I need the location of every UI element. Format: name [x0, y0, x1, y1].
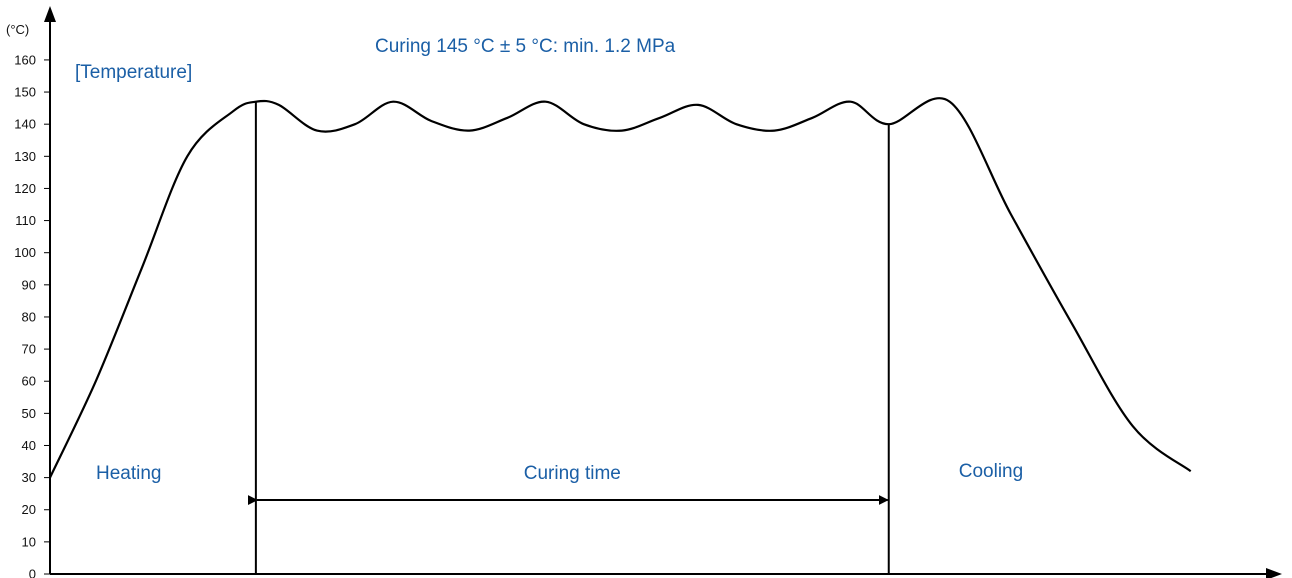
y-tick-label: 70 — [22, 342, 36, 357]
y-tick-label: 20 — [22, 502, 36, 517]
y-tick-label: 140 — [14, 117, 36, 132]
y-tick-label: 40 — [22, 438, 36, 453]
y-tick-label: 100 — [14, 245, 36, 260]
y-axis-ticks: 0 10 20 30 40 50 60 70 80 90 100 110 120 130 140 150 160 — [14, 52, 50, 578]
y-tick-label: 120 — [14, 181, 36, 196]
temperature-curve — [49, 97, 1192, 479]
y-tick-label: 0 — [29, 567, 36, 578]
y-tick-label: 160 — [14, 52, 36, 67]
y-tick-label: 110 — [15, 213, 36, 228]
y-axis-unit: (°C) — [6, 22, 29, 37]
y-tick-label: 130 — [14, 149, 36, 164]
y-tick-label: 10 — [22, 534, 36, 549]
y-tick-label: 80 — [22, 309, 36, 324]
y-tick-label: 50 — [22, 406, 36, 421]
x-axis-arrow-icon — [1266, 568, 1282, 578]
phase-label-curing-time: Curing time — [524, 463, 621, 484]
y-axis-arrow-icon — [44, 6, 56, 22]
y-tick-label: 150 — [14, 85, 36, 100]
y-tick-label: 90 — [22, 277, 36, 292]
phase-label-cooling: Cooling — [959, 461, 1023, 482]
y-tick-label: 30 — [22, 470, 36, 485]
y-axis-label: [Temperature] — [75, 62, 192, 83]
phase-label-heating: Heating — [96, 463, 162, 484]
chart-title: Curing 145 °C ± 5 °C: min. 1.2 MPa — [375, 36, 676, 57]
y-tick-label: 60 — [22, 374, 36, 389]
